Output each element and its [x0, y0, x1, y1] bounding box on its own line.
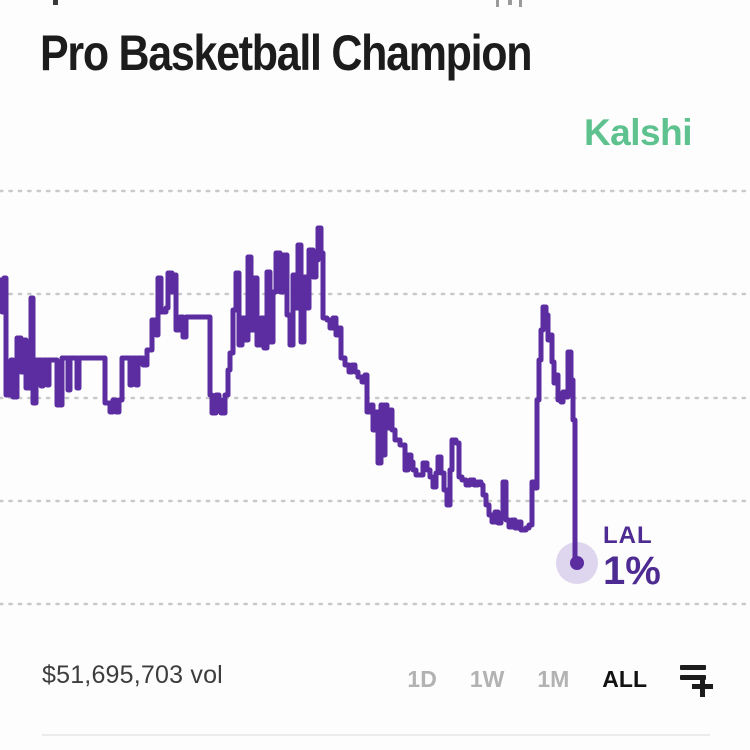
range-button-1m[interactable]: 1M	[537, 665, 570, 692]
range-button-1w[interactable]: 1W	[469, 665, 505, 692]
bottom-divider	[42, 734, 710, 736]
range-button-all[interactable]: ALL	[602, 665, 647, 692]
series-current-value: 1%	[603, 549, 661, 593]
page-title: Pro Basketball Champion	[40, 25, 533, 81]
price-line	[0, 225, 580, 566]
kalshi-logo: Kalshi	[583, 112, 693, 153]
playlist-add-icon[interactable]	[680, 663, 714, 697]
series-ticker-label: LAL	[603, 522, 653, 549]
clipped-text-fragment	[519, 0, 522, 7]
clipped-text-fragment	[496, 0, 499, 7]
clipped-text-fragment	[53, 0, 58, 5]
time-range-selector: 1D 1W 1M ALL	[407, 661, 714, 697]
range-button-1d[interactable]: 1D	[407, 665, 437, 692]
endpoint-dot	[570, 556, 584, 570]
volume-label: $51,695,703 vol	[42, 661, 223, 689]
clipped-text-fragment	[508, 0, 512, 5]
